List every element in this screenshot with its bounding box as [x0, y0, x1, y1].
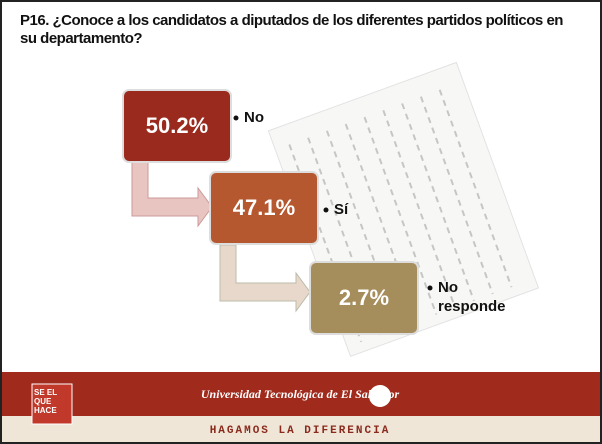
value: 50.2% — [146, 113, 208, 138]
label-box: No responde — [438, 279, 506, 315]
label-box: No — [244, 109, 264, 126]
label: No responde — [438, 279, 506, 315]
arrow — [131, 159, 213, 228]
bullet — [233, 115, 239, 121]
label: No — [244, 109, 264, 126]
value: 47.1% — [233, 195, 295, 220]
footer-strip — [2, 416, 600, 442]
value-box — [209, 171, 319, 245]
label: Sí — [334, 201, 349, 218]
value-box — [309, 261, 419, 335]
university-name: Universidad Tecnológica de El Salvador — [201, 387, 400, 401]
arrow — [219, 244, 311, 313]
title-box: P16. ¿Conoce a los candidatos a diputado… — [20, 12, 563, 47]
slide-title: P16. ¿Conoce a los candidatos a diputado… — [20, 12, 563, 47]
bullet — [427, 285, 433, 291]
value: 2.7% — [339, 285, 389, 310]
badge — [31, 383, 73, 425]
slogan: HAGAMOS LA DIFERENCIA — [210, 425, 391, 437]
badge-box: SE EL QUE HACE — [34, 388, 57, 415]
footer-band — [2, 372, 600, 416]
seal — [369, 385, 391, 407]
label-box: Sí — [334, 201, 349, 218]
badge-text: SE EL QUE HACE — [34, 388, 57, 415]
bullet — [323, 207, 329, 213]
value-box — [122, 89, 232, 163]
